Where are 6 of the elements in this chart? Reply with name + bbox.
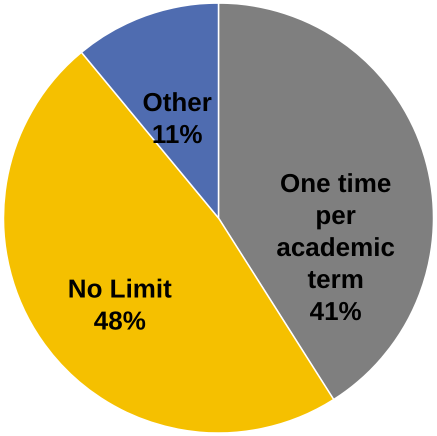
data-label: 48% (94, 306, 146, 336)
slice-label: Other (142, 87, 212, 118)
slice-label: One time per academic term (276, 168, 395, 294)
data-label: 11% (152, 119, 202, 150)
data-label: 41% (310, 296, 362, 326)
slice-label: No Limit (68, 274, 172, 304)
